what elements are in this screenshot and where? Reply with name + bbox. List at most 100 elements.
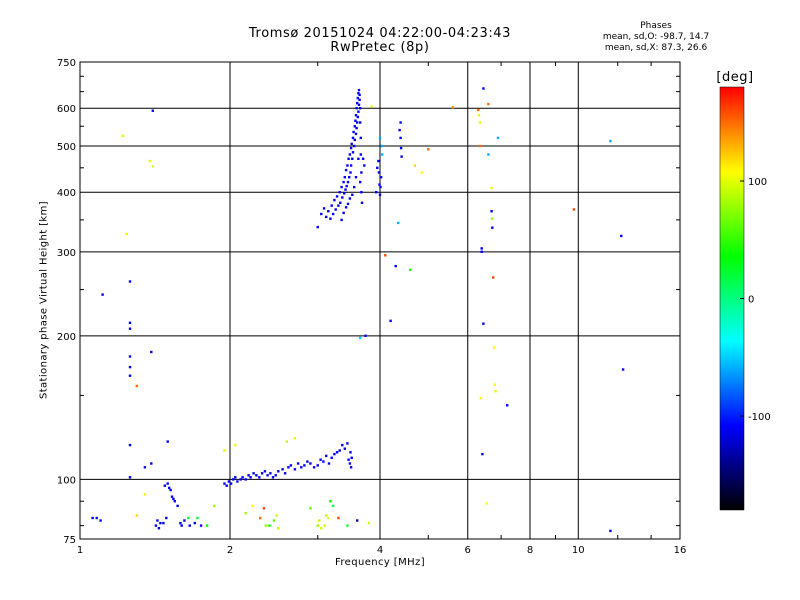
chart-subtitle: RwPretec (8p) xyxy=(330,40,430,55)
data-point xyxy=(493,346,496,349)
data-point xyxy=(331,212,335,216)
data-point xyxy=(309,462,312,465)
data-point xyxy=(363,164,366,167)
y-tick-label: 400 xyxy=(57,188,76,199)
data-point xyxy=(349,451,352,454)
data-point xyxy=(327,516,330,520)
data-point xyxy=(344,206,348,209)
data-point xyxy=(352,130,355,134)
colorbar-tick-label: 100 xyxy=(748,177,767,188)
data-point xyxy=(427,148,430,151)
y-tick-label: 75 xyxy=(63,535,76,546)
data-point xyxy=(399,146,403,150)
data-point xyxy=(331,504,335,508)
data-point xyxy=(451,106,454,109)
data-point xyxy=(128,365,132,369)
data-point xyxy=(359,136,362,140)
data-point xyxy=(355,126,358,130)
data-point xyxy=(347,458,350,461)
data-point xyxy=(263,470,267,473)
data-point xyxy=(312,466,316,469)
data-point xyxy=(378,193,382,196)
data-point xyxy=(199,524,203,527)
data-point xyxy=(350,456,353,459)
data-point xyxy=(354,119,357,122)
data-point xyxy=(487,153,490,156)
data-point xyxy=(349,171,352,174)
data-point xyxy=(496,136,500,140)
data-point xyxy=(258,476,261,479)
data-point xyxy=(360,171,363,174)
data-point xyxy=(353,185,356,189)
data-point xyxy=(481,452,484,456)
data-point xyxy=(356,115,359,119)
data-point xyxy=(348,153,352,156)
data-point xyxy=(316,464,319,467)
data-point xyxy=(170,495,174,498)
phase-stats: Phases mean, sd,O: -98.7, 14.7 mean, sd,… xyxy=(596,21,716,54)
data-point xyxy=(346,442,349,445)
data-point xyxy=(356,121,359,124)
data-point xyxy=(196,516,199,520)
data-point xyxy=(335,451,339,454)
data-point xyxy=(494,390,497,393)
data-point xyxy=(359,153,362,156)
data-point xyxy=(251,504,254,508)
data-point xyxy=(225,484,228,487)
data-point xyxy=(348,176,351,179)
data-point xyxy=(183,519,186,522)
data-point xyxy=(378,183,381,186)
data-point xyxy=(329,500,332,503)
data-point xyxy=(283,472,287,475)
data-point xyxy=(249,476,252,479)
data-point xyxy=(376,166,379,169)
data-point xyxy=(165,516,168,520)
data-point xyxy=(340,185,343,189)
data-point xyxy=(330,456,333,459)
data-point xyxy=(259,516,262,520)
data-point xyxy=(375,191,378,194)
data-point xyxy=(338,191,341,194)
axis-ticks: 1 2 4 6 8 10 16 75 100 200 300 400 500 600 750 xyxy=(57,58,686,556)
data-point xyxy=(482,322,485,325)
data-point xyxy=(296,462,300,465)
x-tick-label: 10 xyxy=(572,545,585,556)
data-point xyxy=(162,521,165,525)
data-point xyxy=(99,519,102,522)
data-point xyxy=(349,466,353,469)
data-point xyxy=(572,208,576,211)
data-point xyxy=(151,165,154,168)
data-point xyxy=(377,171,381,174)
data-point xyxy=(342,180,345,184)
data-point xyxy=(281,468,284,471)
grid-lines xyxy=(80,62,680,539)
data-point xyxy=(341,443,344,447)
data-point xyxy=(244,511,247,515)
data-point xyxy=(128,374,132,377)
data-point xyxy=(168,486,171,490)
data-point xyxy=(346,524,349,527)
data-point xyxy=(349,146,353,150)
data-point xyxy=(316,225,319,229)
data-point xyxy=(343,192,346,195)
data-point xyxy=(287,466,290,469)
data-point xyxy=(128,280,132,283)
data-point xyxy=(179,521,182,525)
data-point xyxy=(346,164,349,167)
data-point xyxy=(333,198,336,202)
data-point xyxy=(135,514,138,517)
data-point xyxy=(379,176,383,179)
data-point xyxy=(320,212,323,216)
data-point xyxy=(327,210,330,213)
data-point xyxy=(360,191,363,194)
data-point xyxy=(266,474,269,477)
data-point xyxy=(239,478,242,481)
y-tick-label: 200 xyxy=(57,332,76,343)
data-point xyxy=(234,443,237,447)
data-point xyxy=(337,516,340,520)
data-point xyxy=(330,204,333,207)
data-point xyxy=(356,96,359,100)
data-point xyxy=(357,92,360,95)
